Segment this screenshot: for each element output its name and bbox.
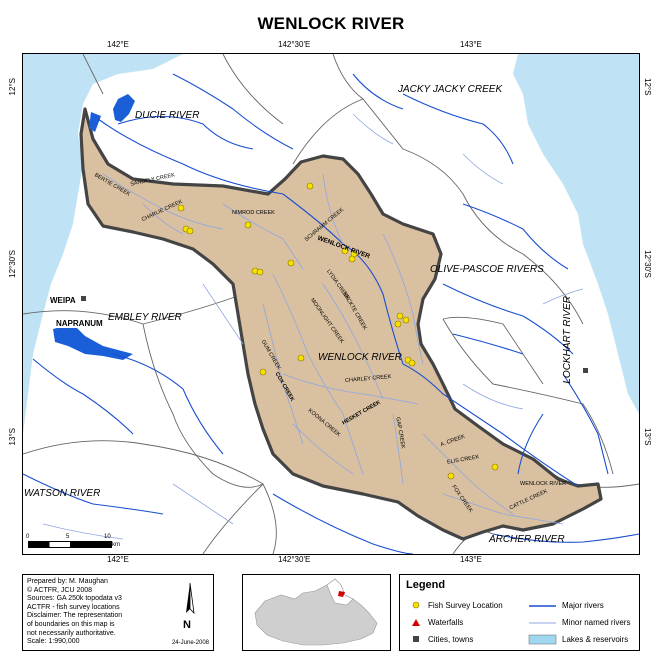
- credits-date: 24-June-2008: [171, 640, 209, 647]
- inset-map-graphic: [254, 578, 378, 646]
- lat-tick-12-30: 12°30'S: [8, 250, 17, 278]
- weipa-lake-estuary: [53, 324, 133, 360]
- credits-panel: Prepared by: M. Maughan © ACTFR, JCU 200…: [22, 574, 214, 651]
- legend-towns-label: Cities, towns: [428, 635, 474, 644]
- minor-rivers: [42, 113, 584, 540]
- scale-label-10: 10: [104, 534, 111, 540]
- legend-lake-icon: [528, 634, 557, 645]
- legend-title: Legend: [406, 579, 446, 591]
- basin-watson-label: WATSON RIVER: [24, 488, 101, 499]
- lon-tick-143: 143°E: [460, 40, 482, 49]
- legend-minor-label: Minor named rivers: [562, 618, 631, 627]
- legend-fish-label: Fish Survey Location: [428, 601, 503, 610]
- north-arrow-icon: [186, 582, 195, 615]
- map-title: WENLOCK RIVER: [257, 14, 405, 33]
- map-frame[interactable]: [22, 53, 640, 555]
- legend-symbols-left: [412, 601, 420, 642]
- north-estuary: [89, 112, 101, 132]
- credit-line: of boundaries on this map is: [27, 620, 115, 628]
- basin-olive-label: OLIVE-PASCOE RIVERS: [430, 264, 544, 275]
- basin-archer-label: ARCHER RIVER: [489, 534, 565, 545]
- legend-major-label: Major rivers: [562, 601, 604, 610]
- basin-embley-label: EMBLEY RIVER: [108, 312, 182, 323]
- inset-map: [242, 574, 391, 651]
- lon-tick-142-bottom: 142°E: [107, 555, 129, 564]
- credit-line: Prepared by: M. Maughan: [27, 578, 108, 585]
- legend-town-icon: [413, 636, 419, 642]
- weipa-lake-north: [113, 94, 135, 122]
- credit-line: Sources: GA 250k topodata v3: [27, 595, 122, 603]
- lon-tick-142: 142°E: [107, 40, 129, 49]
- lat-tick-13-right: 13°S: [643, 428, 652, 446]
- legend-waterfalls-label: Waterfalls: [428, 618, 464, 627]
- creek-nimrod-label: NIMROD CREEK: [232, 210, 275, 216]
- town-weipa-label: WEIPA: [50, 296, 76, 305]
- lat-tick-12-right: 12°S: [643, 78, 652, 96]
- basin-lockhart-label: LOCKHART RIVER: [562, 296, 573, 384]
- basin-wenlock-label: WENLOCK RIVER: [318, 352, 402, 363]
- lat-tick-13: 13°S: [8, 428, 17, 446]
- coral-sea: [513, 54, 639, 414]
- gulf-sea: [23, 54, 183, 434]
- credit-line: Scale: 1:990,000: [27, 638, 80, 646]
- scale-unit: km: [112, 542, 120, 548]
- lat-tick-12-30-right: 12°30'S: [643, 250, 652, 278]
- scale-label-0: 0: [26, 534, 30, 540]
- credit-line: © ACTFR, JCU 2008: [27, 586, 93, 594]
- credit-line: not necessarily authoritative.: [27, 629, 116, 637]
- scale-label-5: 5: [66, 534, 70, 540]
- basin-boundaries: [23, 54, 639, 554]
- napranum-halo: [105, 302, 127, 311]
- lon-tick-143-bottom: 143°E: [460, 555, 482, 564]
- lat-tick-12: 12°S: [8, 78, 17, 96]
- town-napranum-label: NAPRANUM: [56, 319, 103, 328]
- legend-waterfall-icon: [412, 619, 420, 626]
- north-arrow-label: N: [183, 619, 191, 631]
- credit-line: ACTFR - fish survey locations: [27, 603, 120, 611]
- lockhart-town: [583, 368, 588, 373]
- lon-tick-142-30: 142°30'E: [278, 40, 311, 49]
- major-rivers: [23, 73, 639, 554]
- fish-survey-points: [177, 182, 499, 480]
- credit-line: Disclaimer: The representation: [27, 612, 123, 620]
- basin-jacky-label: JACKY JACKY CREEK: [398, 84, 503, 95]
- basin-ducie-label: DUCIE RIVER: [135, 110, 200, 121]
- legend-lakes-label: Lakes & reservoirs: [562, 635, 629, 644]
- lon-tick-142-30-bottom: 142°30'E: [278, 555, 311, 564]
- creek-wenlock-upper-label: WENLOCK RIVER: [520, 481, 567, 487]
- weipa-town: [81, 296, 86, 301]
- legend-fish-icon: [412, 601, 420, 609]
- scale-bar: [28, 541, 112, 548]
- wenlock-catchment: [79, 107, 603, 541]
- legend-panel: Legend Fish Survey Location Waterfalls C…: [399, 574, 640, 651]
- legend-symbols-right: [528, 605, 557, 645]
